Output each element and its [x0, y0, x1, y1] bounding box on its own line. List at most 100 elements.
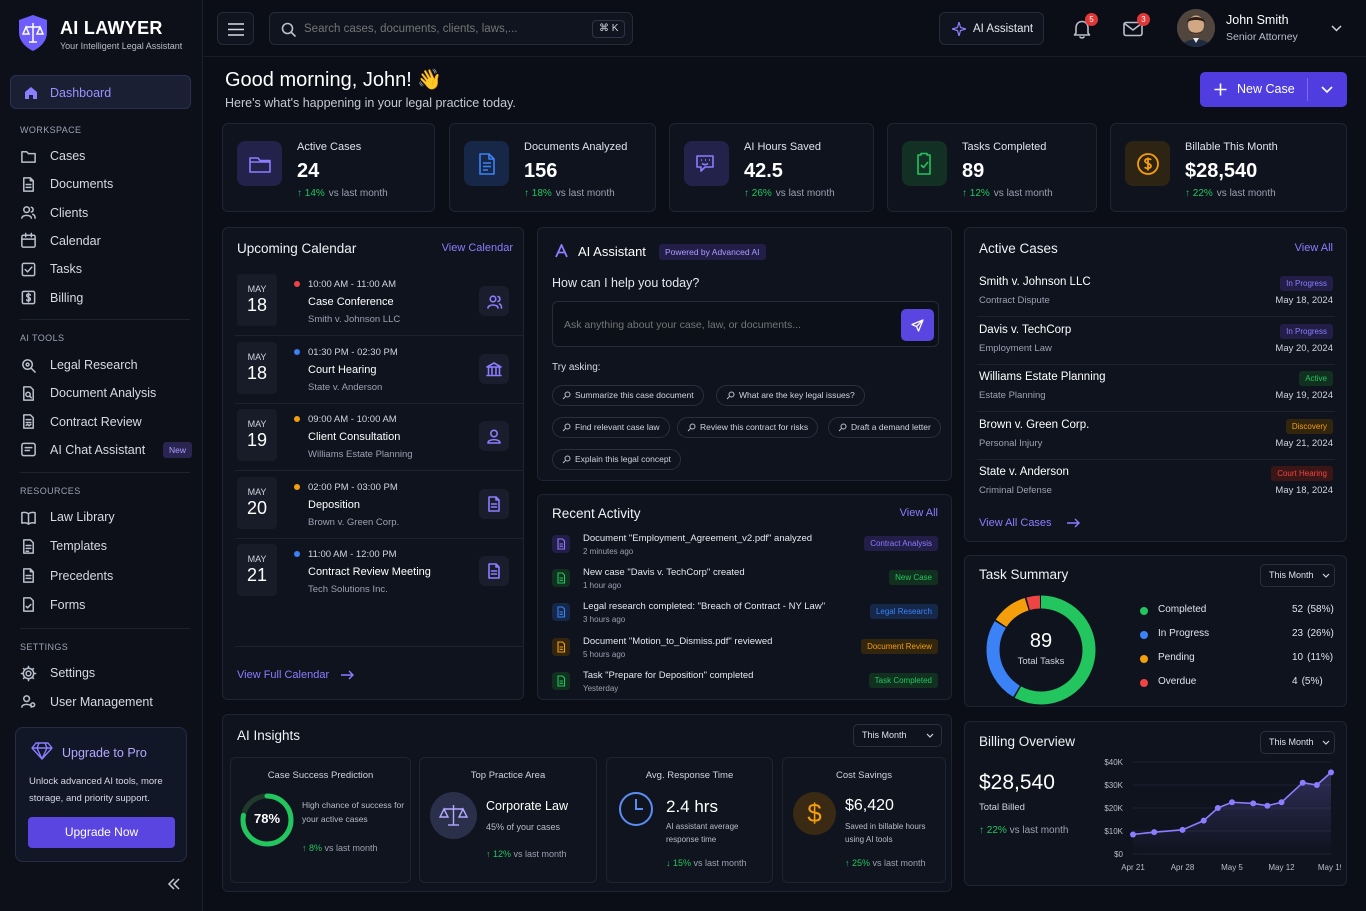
sidebar-item-law-library[interactable]: Law Library: [20, 507, 115, 527]
billing-period-dropdown[interactable]: This Month: [1260, 731, 1335, 754]
sidebar-item-forms[interactable]: Forms: [20, 595, 85, 615]
activity-item[interactable]: Document "Motion_to_Dismiss.pdf" reviewe…: [538, 634, 951, 664]
shortcut-hint: ⌘ K: [592, 20, 626, 38]
sidebar-item-ai-chat-assistant[interactable]: AI Chat Assistant: [20, 440, 145, 460]
sidebar-item-dashboard[interactable]: Dashboard: [10, 75, 191, 109]
assistant-input[interactable]: [564, 316, 884, 334]
search-icon: [281, 22, 296, 37]
sidebar-item-billing[interactable]: Billing: [20, 288, 83, 308]
divider: [20, 472, 190, 473]
sidebar-item-tasks[interactable]: Tasks: [20, 259, 82, 279]
data-point: [1313, 782, 1320, 788]
chat-icon: [684, 141, 729, 186]
sidebar-item-clients[interactable]: Clients: [20, 203, 88, 223]
suggestion-chip[interactable]: Review this contract for risks: [677, 417, 819, 438]
chevron-down-icon[interactable]: [1331, 25, 1342, 32]
suggestion-chip[interactable]: Find relevant case law: [552, 417, 670, 438]
sidebar-item-calendar[interactable]: Calendar: [20, 231, 101, 251]
courthouse-icon[interactable]: [479, 353, 509, 384]
search-input[interactable]: [304, 20, 574, 38]
case-row[interactable]: Smith v. Johnson LLC Contract Dispute In P…: [965, 273, 1346, 313]
sidebar-item-document-analysis[interactable]: Document Analysis: [20, 383, 156, 403]
sidebar-item-precedents[interactable]: Precedents: [20, 566, 113, 586]
change-suffix: vs last month: [1009, 825, 1069, 836]
view-calendar-link[interactable]: View Calendar: [441, 242, 513, 254]
view-full-calendar-label: View Full Calendar: [237, 669, 330, 681]
menu-button[interactable]: [217, 12, 254, 45]
suggestion-chip[interactable]: Summarize this case document: [552, 385, 704, 406]
event-time: 01:30 PM - 02:30 PM: [308, 346, 398, 358]
case-date: May 21, 2024: [1275, 437, 1333, 449]
new-case-button[interactable]: New Case: [1200, 72, 1307, 107]
activity-item[interactable]: New case "Davis v. TechCorp" created 1 ho…: [538, 565, 951, 595]
event-date: MAY 19: [237, 409, 277, 461]
activity-item[interactable]: Legal research completed: "Breach of Con…: [538, 599, 951, 629]
stat-card-documents-analyzed[interactable]: Documents Analyzed 156 ↑ 18% vs last month: [449, 123, 656, 212]
stat-card-active-cases[interactable]: Active Cases 24 ↑ 14% vs last month: [222, 123, 435, 212]
powered-badge: Powered by Advanced AI: [659, 244, 766, 260]
ai-assistant-button[interactable]: AI Assistant: [939, 12, 1044, 45]
sidebar-item-cases[interactable]: Cases: [20, 146, 85, 166]
case-row[interactable]: State v. Anderson Criminal Defense Court H…: [965, 463, 1346, 503]
legend-percent: (5%): [1301, 676, 1323, 687]
event-date: MAY 21: [237, 544, 277, 596]
arrow-down-icon: ↓: [666, 858, 671, 868]
arrow-up-icon: ↑: [297, 188, 305, 199]
y-tick-label: $10K: [1104, 827, 1123, 836]
insights-period-dropdown[interactable]: This Month: [853, 724, 942, 747]
stat-card-ai-hours-saved[interactable]: AI Hours Saved 42.5 ↑ 26% vs last month: [669, 123, 874, 212]
stat-change: ↑ 22% vs last month: [1185, 188, 1276, 199]
data-point: [1214, 805, 1221, 811]
avatar[interactable]: [1177, 9, 1215, 47]
view-all-activity-link[interactable]: View All: [899, 507, 938, 519]
sidebar-item-contract-review[interactable]: Contract Review: [20, 412, 142, 432]
insight-response: Avg. Response Time 2.4 hrs AI assistant …: [606, 757, 773, 883]
chevron-down-icon: [926, 733, 934, 738]
event-title: Deposition: [308, 498, 360, 511]
suggestion-chip[interactable]: Explain this legal concept: [552, 449, 681, 470]
upgrade-now-button[interactable]: Upgrade Now: [28, 817, 175, 848]
new-badge: New: [163, 442, 192, 458]
task-period-dropdown[interactable]: This Month: [1260, 564, 1335, 587]
sidebar-item-user-management[interactable]: User Management: [20, 692, 153, 712]
calendar-event[interactable]: MAY 20 02:00 PM - 03:00 PM Deposition Brown …: [223, 473, 523, 537]
stat-card-billable-this-month[interactable]: Billable This Month $28,540 ↑ 22% vs last m…: [1110, 123, 1347, 212]
arrow-up-icon: ↑: [979, 825, 984, 836]
search-bar[interactable]: ⌘ K: [269, 12, 633, 45]
calendar-event[interactable]: MAY 18 01:30 PM - 02:30 PM Court Hearing Sta…: [223, 338, 523, 402]
section-title-ai-tools: AI TOOLS: [20, 333, 65, 343]
case-status-badge: In Progress: [1280, 276, 1333, 291]
case-row[interactable]: Davis v. TechCorp Employment Law In Progre…: [965, 321, 1346, 361]
mail-icon[interactable]: [1123, 21, 1143, 37]
chevron-down-icon[interactable]: [1321, 86, 1333, 93]
bell-icon[interactable]: [1073, 19, 1091, 39]
case-row[interactable]: Williams Estate Planning Estate Planning A…: [965, 368, 1346, 408]
sidebar-item-legal-research[interactable]: Legal Research: [20, 355, 138, 375]
person-icon[interactable]: [479, 421, 509, 451]
sidebar-item-settings[interactable]: Settings: [20, 663, 95, 683]
legend-name: In Progress: [1158, 628, 1210, 639]
activity-item[interactable]: Task "Prepare for Deposition" completed Y…: [538, 668, 951, 698]
activity-item[interactable]: Document "Employment_Agreement_v2.pdf" a…: [538, 531, 951, 561]
divider: [235, 402, 523, 404]
calendar-event[interactable]: MAY 21 11:00 AM - 12:00 PM Contract Review …: [223, 540, 523, 604]
send-button[interactable]: [901, 309, 934, 341]
sidebar-item-documents[interactable]: Documents: [20, 174, 113, 194]
stat-card-tasks-completed[interactable]: Tasks Completed 89 ↑ 12% vs last month: [887, 123, 1097, 212]
document-icon[interactable]: [479, 488, 509, 519]
change-suffix: vs last month: [513, 849, 567, 859]
suggestion-chip[interactable]: Draft a demand letter: [828, 417, 941, 438]
people-icon[interactable]: [479, 286, 509, 316]
case-row[interactable]: Brown v. Green Corp. Personal Injury Disco…: [965, 416, 1346, 456]
event-dot: [294, 416, 300, 422]
sidebar-item-templates[interactable]: Templates: [20, 536, 107, 556]
view-all-cases-link[interactable]: View All: [1294, 242, 1333, 254]
task-legend-item: In Progress 23 (26%): [1140, 628, 1340, 642]
collapse-sidebar-icon[interactable]: [167, 877, 181, 891]
view-full-calendar-link[interactable]: View Full Calendar: [237, 669, 329, 681]
calendar-event[interactable]: MAY 18 10:00 AM - 11:00 AM Case Conference S…: [223, 270, 523, 334]
view-all-cases-footer-link[interactable]: View All Cases: [979, 517, 1052, 529]
calendar-event[interactable]: MAY 19 09:00 AM - 10:00 AM Client Consultat…: [223, 405, 523, 469]
document-icon[interactable]: [479, 556, 509, 586]
suggestion-chip[interactable]: What are the key legal issues?: [716, 385, 865, 406]
